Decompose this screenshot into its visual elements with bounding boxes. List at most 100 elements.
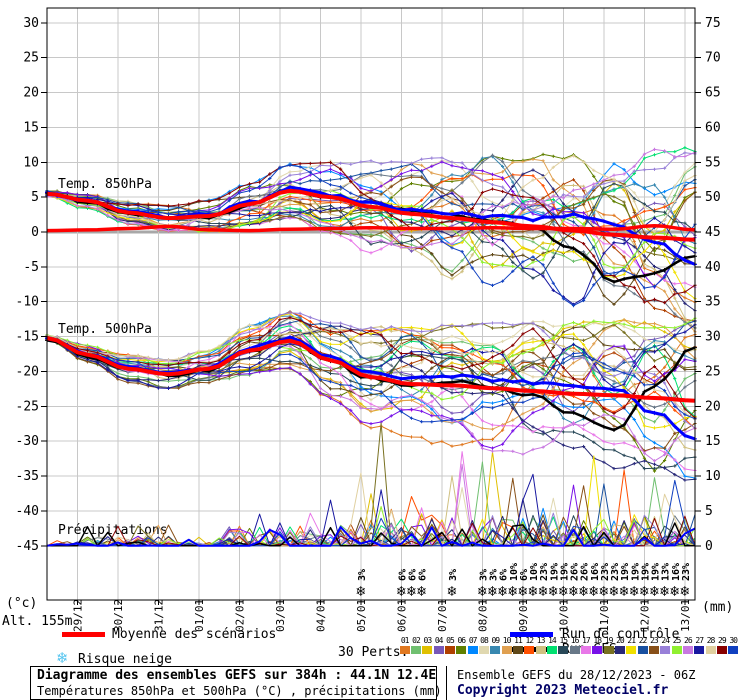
pert-number: 18 [593,636,602,645]
pert-legend-item: 25 [671,636,682,658]
pert-legend-item: 20 [614,636,625,658]
snowflake-icon: ❄ [498,582,507,600]
control-line-sample [510,632,553,637]
pert-color-swatch [648,646,659,654]
pert-number: 09 [491,636,500,645]
mean-line-precip [46,223,696,233]
snow-risk-pct: 19% [620,563,631,581]
snow-risk-pct: 19% [630,563,641,581]
pert-color-swatch [716,646,727,654]
pert-number: 01 [400,636,410,645]
tick-label-right: 55 [705,155,721,170]
mean-line-sample [62,632,105,637]
pert-legend-item: 12 [524,636,535,658]
pert-legend-item: 18 [592,636,603,658]
date-label: 13/01 [679,599,692,632]
pert-legend-item: 11 [512,636,523,658]
date-label: 11/01 [598,599,611,632]
date-label: 02/01 [233,599,246,632]
control-line-precip [46,526,696,547]
pert-legend-item: 21 [626,636,637,658]
legend-snow-label: Risque neige [78,652,172,667]
member-line-500 [46,335,696,449]
run-info-box: Ensemble GEFS du 28/12/2023 - 06Z Copyri… [446,666,740,700]
snow-risk-pct: 16% [590,563,601,581]
snowflake-icon: ❄ [670,582,679,600]
label-temp-500: Temp. 500hPa [58,322,152,337]
snowflake-icon: ❄ [539,582,548,600]
date-label: 30/12 [112,599,125,632]
pert-legend-item: 22 [637,636,648,658]
pert-legend-item: 19 [603,636,614,658]
label-temp-850: Temp. 850hPa [58,177,152,192]
pert-number: 27 [695,636,704,645]
tick-label-right: 10 [705,469,721,484]
tick-label-right: 20 [705,399,721,414]
date-label: 29/12 [71,599,84,632]
tick-label-left: -10 [16,295,39,310]
pert-color-swatch [524,646,535,654]
tick-label-left: 15 [23,120,39,135]
pert-color-swatch [671,646,682,654]
pert-legend-item: 23 [648,636,659,658]
snowflake-icon: ❄ [528,582,537,600]
tick-label-right: 60 [705,120,721,135]
tick-label-left: 0 [31,225,39,240]
snowflake-icon: ❄ [569,582,578,600]
snowflake-icon: ❄ [518,582,527,600]
tick-label-right: 0 [705,539,713,554]
pert-legend-item: 26 [682,636,693,658]
pert-number: 20 [616,636,625,645]
snowflake-icon: ❄ [589,582,598,600]
pert-number: 10 [502,636,512,645]
snowflake-icon: ❄ [640,582,649,600]
snowflake-icon: ❄ [508,582,517,600]
snowflake-icon: ❄ [447,582,456,600]
altitude-label: Alt. 155m [2,614,73,629]
pert-color-swatch [614,646,625,654]
pert-legend-item: 02 [410,636,421,658]
pert-legend-item: 05 [444,636,455,658]
snow-risk-pct: 10% [509,563,520,581]
snowflake-icon: ❄ [630,582,639,600]
pert-number: 15 [559,636,568,645]
pert-color-swatch [501,646,512,654]
pert-number: 28 [706,636,716,645]
snow-risk-pct: 6% [397,569,408,581]
legend-control-label: Run de contrôle [562,627,680,642]
pert-color-swatch [592,646,603,654]
tick-label-left: 10 [23,155,39,170]
tick-label-right: 50 [705,190,721,205]
pert-color-swatch [433,646,444,654]
pert-color-swatch [535,646,546,654]
pert-number: 05 [446,636,455,645]
pert-color-swatch [422,646,433,654]
pert-number: 29 [718,636,727,645]
tick-label-right: 30 [705,330,721,345]
snow-risk-pct: 6% [408,569,419,581]
pert-legend-item: 06 [456,636,467,658]
snowflake-icon: ❄ [488,582,497,600]
snow-risk-pct: 6% [418,569,429,581]
pert-number: 06 [457,636,466,645]
snowflake-icon: ❄ [397,582,406,600]
date-label: 03/01 [274,599,287,632]
chart-title-box: Diagramme des ensembles GEFS sur 384h : … [30,666,442,700]
perturbation-legend: 01 02 03 04 05 06 07 08 09 10 11 12 13 14 15 16 17 18 19 20… [399,636,740,658]
tick-label-right: 25 [705,364,721,379]
tick-label-right: 35 [705,295,721,310]
tick-label-left: -25 [16,399,39,414]
pert-color-swatch [728,646,739,654]
snow-risk-pct: 3% [489,569,500,581]
snowflake-icon: ❄ [609,582,618,600]
snowflake-icon: ❄ [559,582,568,600]
pert-number: 22 [638,636,648,645]
pert-color-swatch [705,646,716,654]
snow-risk-pct: 23% [681,563,692,581]
tick-label-left: 20 [23,86,39,101]
date-label: 05/01 [355,599,368,632]
pert-legend-item: 17 [580,636,591,658]
pert-number: 19 [604,636,614,645]
tick-label-left: -15 [16,330,39,345]
plot-frame [46,7,696,601]
